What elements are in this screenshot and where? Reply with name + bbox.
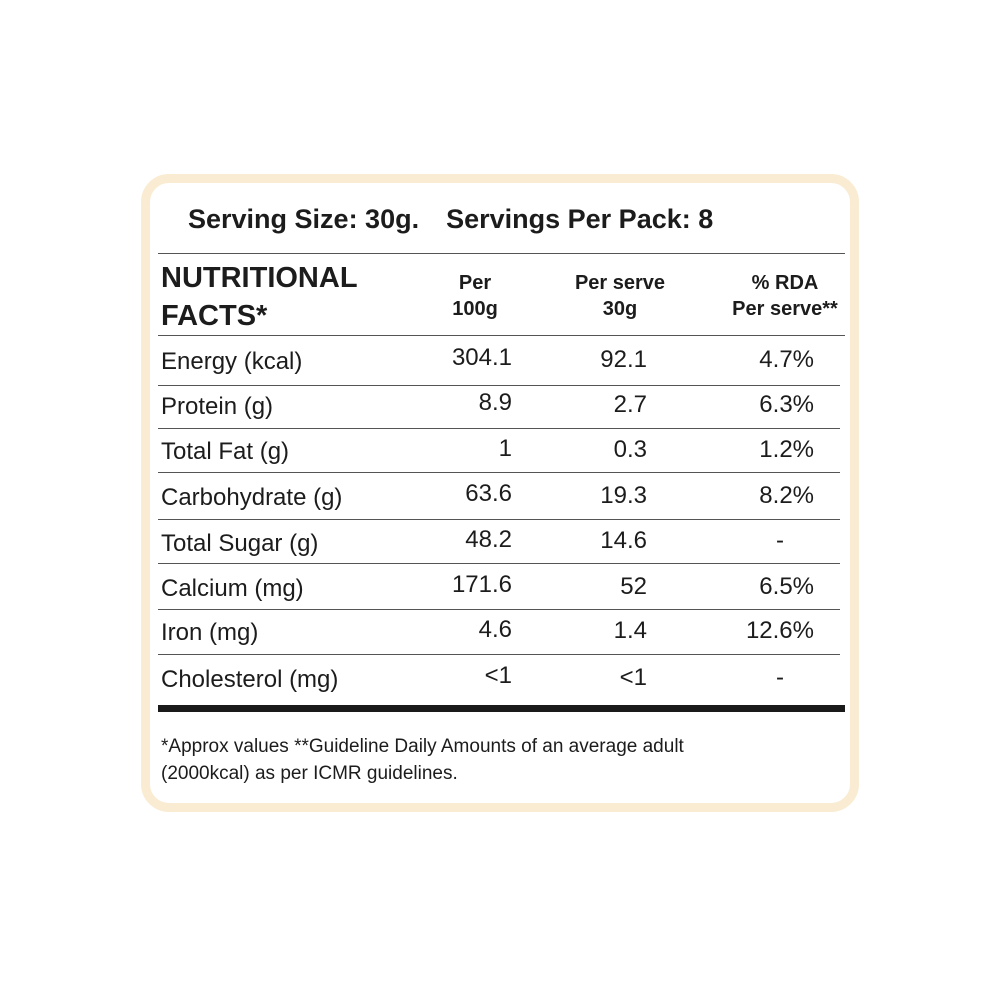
row-label: Iron (mg) xyxy=(161,619,259,646)
divider xyxy=(158,563,840,564)
cell-per-100g: 63.6 xyxy=(465,480,512,507)
cell-rda: 4.7% xyxy=(759,346,814,373)
divider xyxy=(158,654,840,655)
cell-per-serve: 1.4 xyxy=(613,617,647,644)
row-label: Total Sugar (g) xyxy=(161,530,319,557)
servings-per-pack: Servings Per Pack: 8 xyxy=(446,204,714,234)
column-header-line2: 100g xyxy=(452,298,498,320)
row-label: Calcium (mg) xyxy=(161,575,304,602)
table-title-line2: FACTS* xyxy=(161,300,268,332)
row-label: Energy (kcal) xyxy=(161,348,303,375)
cell-per-100g: 1 xyxy=(498,435,512,462)
column-header-per-100g: Per 100g xyxy=(420,270,530,322)
cell-per-serve: 19.3 xyxy=(600,482,647,509)
cell-per-serve: 2.7 xyxy=(613,391,647,418)
column-header-line2: Per serve** xyxy=(732,298,838,320)
divider xyxy=(158,472,840,473)
cell-per-100g: 171.6 xyxy=(451,571,512,598)
cell-per-100g: 304.1 xyxy=(451,344,512,371)
row-label: Total Fat (g) xyxy=(161,438,290,465)
cell-per-serve: 52 xyxy=(620,573,647,600)
footnote-line1: *Approx values **Guideline Daily Amounts… xyxy=(161,736,684,757)
table-bottom-rule xyxy=(158,705,845,712)
cell-rda: 12.6% xyxy=(745,617,814,644)
row-label: Cholesterol (mg) xyxy=(161,666,339,693)
cell-per-100g: <1 xyxy=(484,662,512,689)
divider xyxy=(158,609,840,610)
cell-rda: - xyxy=(776,527,784,554)
serving-header: Serving Size: 30g. Servings Per Pack: 8 xyxy=(188,204,713,235)
cell-per-serve: 0.3 xyxy=(613,436,647,463)
cell-rda: 6.5% xyxy=(759,573,814,600)
table-title-line1: NUTRITIONAL xyxy=(161,262,358,294)
column-header-per-serve: Per serve 30g xyxy=(555,270,685,322)
footnote-line2: (2000kcal) as per ICMR guidelines. xyxy=(161,763,458,784)
column-header-line1: Per xyxy=(458,272,492,294)
column-header-line1: % RDA xyxy=(751,272,819,294)
cell-rda: - xyxy=(776,664,784,691)
cell-rda: 8.2% xyxy=(759,482,814,509)
row-label: Protein (g) xyxy=(161,393,274,420)
cell-per-serve: 14.6 xyxy=(600,527,647,554)
serving-size: Serving Size: 30g. xyxy=(188,204,420,234)
divider xyxy=(158,385,840,386)
column-header-line2: 30g xyxy=(602,298,638,320)
footnote: *Approx values **Guideline Daily Amounts… xyxy=(161,733,841,787)
cell-rda: 1.2% xyxy=(759,436,814,463)
cell-per-100g: 8.9 xyxy=(478,389,512,416)
divider xyxy=(158,335,845,336)
divider xyxy=(158,519,840,520)
cell-per-100g: 48.2 xyxy=(465,526,512,553)
divider xyxy=(158,253,845,254)
table-title: NUTRITIONAL FACTS* xyxy=(161,259,358,335)
cell-per-100g: 4.6 xyxy=(478,616,512,643)
row-label: Carbohydrate (g) xyxy=(161,484,343,511)
divider xyxy=(158,428,840,429)
cell-rda: 6.3% xyxy=(759,391,814,418)
column-header-line1: Per serve xyxy=(574,272,666,294)
cell-per-serve: 92.1 xyxy=(600,346,647,373)
cell-per-serve: <1 xyxy=(619,664,647,691)
column-header-rda: % RDA Per serve** xyxy=(715,270,855,322)
